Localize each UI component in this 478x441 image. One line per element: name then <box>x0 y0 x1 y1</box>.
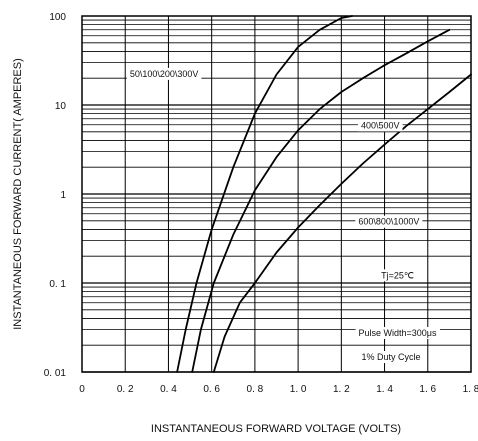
grid-minor <box>82 19 471 346</box>
annotation-2: 400\500V <box>357 119 403 132</box>
y-tick-label: 1 <box>60 190 66 201</box>
x-tick-label: 1. 4 <box>376 384 393 395</box>
annotation-text: 1% Duty Cycle <box>362 352 421 362</box>
annotation-text: Pulse Width=300μs <box>359 328 437 338</box>
y-tick-label: 0. 1 <box>49 279 66 290</box>
annotation-layer: 50\100\200\300V 400\500V 600\800\1000V Tj=2… <box>126 67 441 364</box>
y-tick-label: 100 <box>49 12 66 23</box>
x-tick-label: 0. 8 <box>247 384 264 395</box>
series-layer <box>176 15 472 373</box>
x-tick-label: 1. 0 <box>290 384 307 395</box>
y-tick-labels: 0. 01 0. 1 1 10 100 <box>44 12 67 379</box>
x-tick-label: 0. 4 <box>160 384 177 395</box>
x-tick-label: 0. 6 <box>203 384 220 395</box>
annotation-3: 600\800\1000V <box>355 215 423 228</box>
annotation-text: Tj=25℃ <box>381 270 414 280</box>
x-tick-label: 0 <box>79 384 85 395</box>
y-tick-label: 10 <box>55 101 67 112</box>
series-curve-1 <box>176 15 354 373</box>
y-tick-label: 0. 01 <box>44 368 67 379</box>
x-tick-label: 1. 6 <box>419 384 436 395</box>
annotation-bg <box>357 119 403 132</box>
plot-frame <box>81 15 472 373</box>
annotation-4: Tj=25℃ <box>378 269 417 282</box>
annotation-1: 50\100\200\300V <box>126 67 202 80</box>
series-curve-3 <box>212 73 472 373</box>
annotation-text: 50\100\200\300V <box>130 69 199 79</box>
x-tick-label: 1. 2 <box>333 384 350 395</box>
x-tick-labels: 0 0. 2 0. 4 0. 6 0. 8 1. 0 1. 2 1. 4 1. 6 1. 8 <box>79 384 478 395</box>
x-tick-label: 1. 8 <box>463 384 478 395</box>
annotation-bg <box>355 326 441 339</box>
x-axis-label: INSTANTANEOUS FORWARD VOLTAGE (VOLTS) <box>151 423 401 435</box>
annotation-text: 400\500V <box>361 120 400 130</box>
y-axis-label: INSTANTANEOUS FORWARD CURRENT( AMPERES) <box>12 58 24 330</box>
annotation-bg <box>355 215 423 228</box>
annotation-bg <box>358 351 424 364</box>
series-curve-2 <box>191 28 451 373</box>
annotation-6: 1% Duty Cycle <box>358 351 424 364</box>
annotation-bg <box>378 269 417 282</box>
x-tick-label: 0. 2 <box>117 384 134 395</box>
annotation-text: 600\800\1000V <box>358 217 419 227</box>
annotation-5: Pulse Width=300μs <box>355 326 441 339</box>
annotation-bg <box>126 67 202 80</box>
